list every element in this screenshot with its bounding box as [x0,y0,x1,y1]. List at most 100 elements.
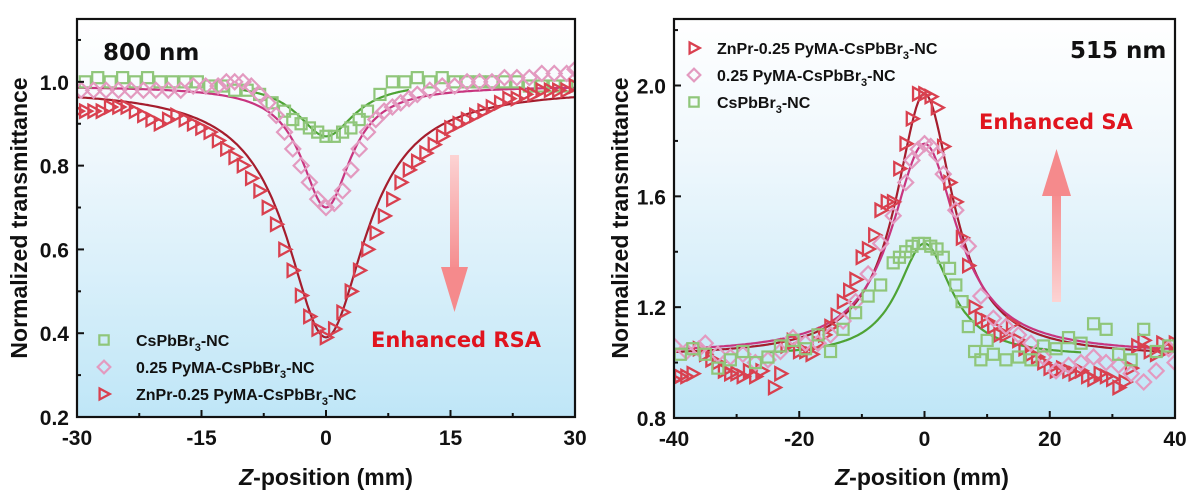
data-point [303,308,319,325]
data-point [552,81,568,99]
x-tick-label: 40 [1163,428,1186,451]
data-point [184,77,203,96]
data-point [250,85,269,104]
legend-label: 0.25 PyMA-CsPbBr3-NC [136,360,315,381]
data-point [698,347,712,361]
data-point [373,87,387,102]
y-tick-label: 0.4 [40,323,70,346]
data-point [283,139,302,158]
data-point [261,199,278,216]
data-point [723,353,737,367]
triangle-right-marker-icon [98,386,113,402]
data-point [233,72,253,91]
data-point [774,365,790,383]
data-point [902,151,922,170]
data-point [502,90,518,108]
data-point [811,328,825,342]
data-point [375,102,394,121]
data-point [961,257,978,275]
data-point [458,72,477,91]
data-point [796,334,815,353]
data-point [984,309,1003,328]
data-point [1086,317,1101,331]
data-point [294,287,311,304]
data-point [848,306,863,320]
data-point [278,240,294,258]
data-point [399,89,419,108]
legend-label: CsPbBr3-NC [136,333,230,354]
y-axis-title: Normalized transmittance [607,77,633,358]
data-point [836,322,850,336]
data-point [228,148,244,166]
data-point [1021,334,1040,353]
data-point [470,72,489,91]
data-point [896,173,915,192]
data-point [510,90,527,108]
data-point [755,362,771,380]
data-point [1034,348,1053,367]
data-point [383,97,402,117]
data-point [161,111,178,128]
x-tick-label: -15 [186,427,217,450]
data-point [252,87,267,102]
data-point [333,181,352,200]
x-tick-label: -20 [784,428,814,451]
data-point [1147,361,1166,380]
data-point [565,60,575,79]
data-point [361,240,377,258]
legend-label: CsPbBr3-NC [717,95,811,116]
data-point [427,136,444,154]
data-point [344,282,361,300]
data-point [543,81,560,99]
wavelength-label: 515 nm [1070,38,1166,64]
data-point [244,169,261,187]
data-point [949,193,966,211]
data-point [761,350,775,364]
series-2-points [674,236,1175,375]
data-point [140,71,155,85]
data-point [961,319,975,334]
data-point [423,75,437,89]
y-tick-label: 0.8 [40,156,70,179]
data-point [905,110,922,128]
legend-label: ZnPr-0.25 PyMA-CsPbBr3-NC [717,41,938,62]
x-tick-label: 0 [320,427,332,450]
data-point [319,129,333,143]
data-point [930,99,947,117]
data-point [294,117,308,131]
data-point [711,361,725,375]
data-point [391,93,410,112]
data-point [874,278,888,292]
data-point [1036,339,1051,353]
data-point [974,353,988,367]
legend-item: 0.25 PyMA-CsPbBr3-NC [96,359,315,381]
plot-background [77,19,575,417]
data-point [327,320,344,338]
data-point [336,303,352,321]
data-point [545,64,564,83]
data-point [821,325,840,344]
data-point [408,85,427,104]
data-point [159,81,178,100]
data-point [786,333,800,348]
data-point [493,94,510,112]
data-point [352,112,366,127]
data-point [1049,342,1063,356]
axis-ticks: -40 -20 0 20 40 0.8 1.2 1.6 2.0 [637,29,1187,451]
data-point [225,72,244,91]
data-point [532,64,551,83]
series-2-points [77,77,575,346]
data-point [1072,353,1091,372]
data-point [1149,344,1163,359]
data-point [971,287,990,306]
data-point [1124,353,1138,367]
data-point [286,261,303,279]
data-point [1097,353,1116,372]
data-point [366,110,385,129]
data-point [91,71,105,85]
data-point [209,77,228,96]
data-point [884,206,903,225]
data-point [1137,322,1151,336]
data-point [477,102,493,120]
data-point [482,72,502,91]
